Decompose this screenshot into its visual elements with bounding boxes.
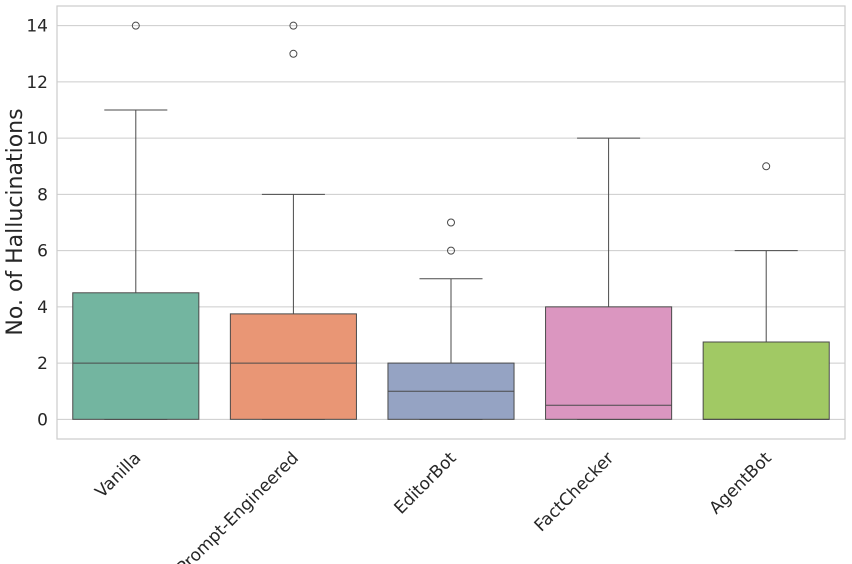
outlier — [289, 49, 298, 58]
plot-frame — [56, 5, 846, 440]
y-axis-label: No. of Hallucinations — [3, 108, 28, 335]
outlier — [762, 162, 771, 171]
x-tick-label: EditorBot — [390, 448, 460, 518]
y-tick-label: 6 — [37, 242, 48, 262]
y-tick-label: 10 — [26, 129, 48, 149]
x-tick-label: Prompt-Engineered — [173, 448, 303, 564]
y-tick-label: 14 — [26, 17, 48, 37]
x-tick-label: Vanilla — [92, 448, 146, 502]
y-tick-label: 4 — [37, 298, 48, 318]
outlier — [289, 21, 298, 30]
y-tick-label: 2 — [37, 354, 48, 374]
box — [229, 313, 357, 420]
box — [72, 292, 200, 420]
outlier — [447, 218, 455, 227]
box — [702, 341, 830, 420]
x-tick-label: AgentBot — [706, 448, 776, 518]
outlier — [131, 21, 140, 30]
outlier — [447, 246, 455, 255]
y-tick-label: 0 — [37, 410, 48, 430]
x-tick-label: FactChecker — [531, 448, 619, 536]
y-tick-label: 8 — [37, 185, 48, 205]
box — [545, 306, 673, 420]
y-tick-label: 12 — [26, 73, 48, 93]
